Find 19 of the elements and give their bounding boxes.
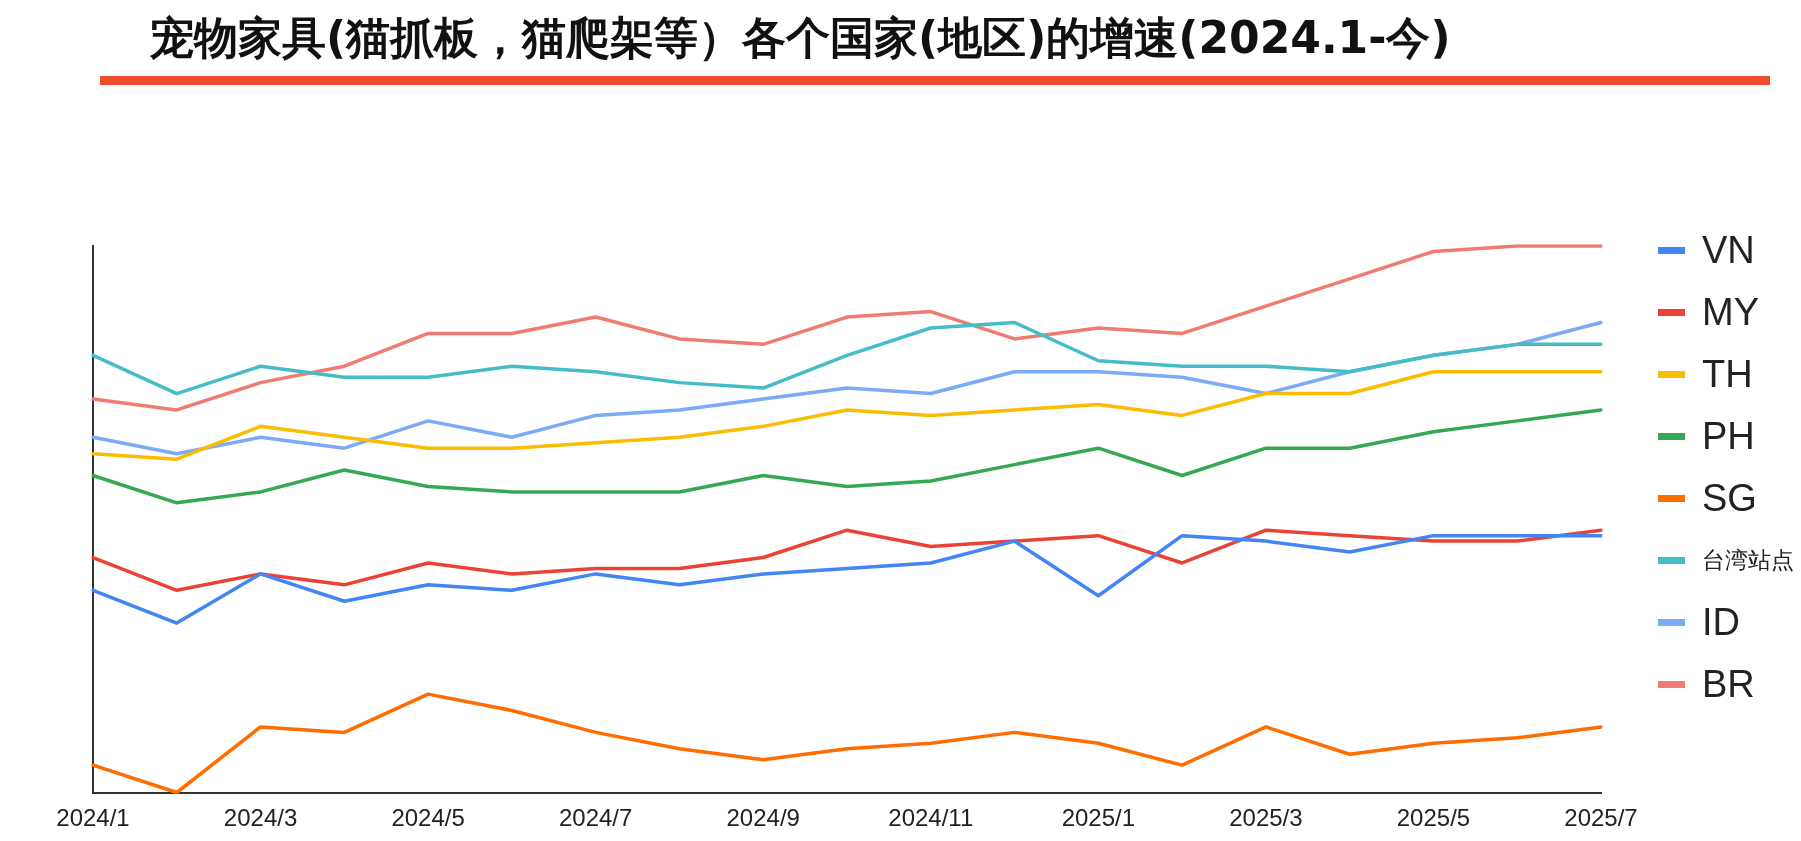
x-tick-label: 2025/1	[1061, 803, 1136, 831]
legend-label: PH	[1702, 414, 1755, 458]
chart-title: 宠物家具(猫抓板，猫爬架等）各个国家(地区)的增速(2024.1-今)	[150, 11, 1451, 65]
x-tick-label: 2025/5	[1396, 803, 1471, 831]
legend-label: MY	[1702, 290, 1759, 334]
legend-label: 台湾站点	[1702, 545, 1794, 575]
x-tick-label: 2024/9	[726, 803, 800, 831]
x-tick-label: 2024/5	[391, 803, 465, 831]
legend-label: VN	[1702, 228, 1755, 272]
x-tick-label: 2024/3	[223, 803, 298, 831]
legend-label: SG	[1702, 476, 1757, 520]
legend-label: TH	[1702, 352, 1753, 396]
x-tick-label: 2025/3	[1229, 803, 1303, 831]
legend-label: ID	[1702, 600, 1740, 644]
x-tick-label: 2024/7	[558, 803, 633, 831]
x-tick-label: 2024/1	[56, 803, 130, 831]
x-tick-label: 2024/11	[888, 803, 974, 831]
legend-label: BR	[1702, 662, 1755, 706]
x-tick-label: 2025/7	[1564, 803, 1638, 831]
